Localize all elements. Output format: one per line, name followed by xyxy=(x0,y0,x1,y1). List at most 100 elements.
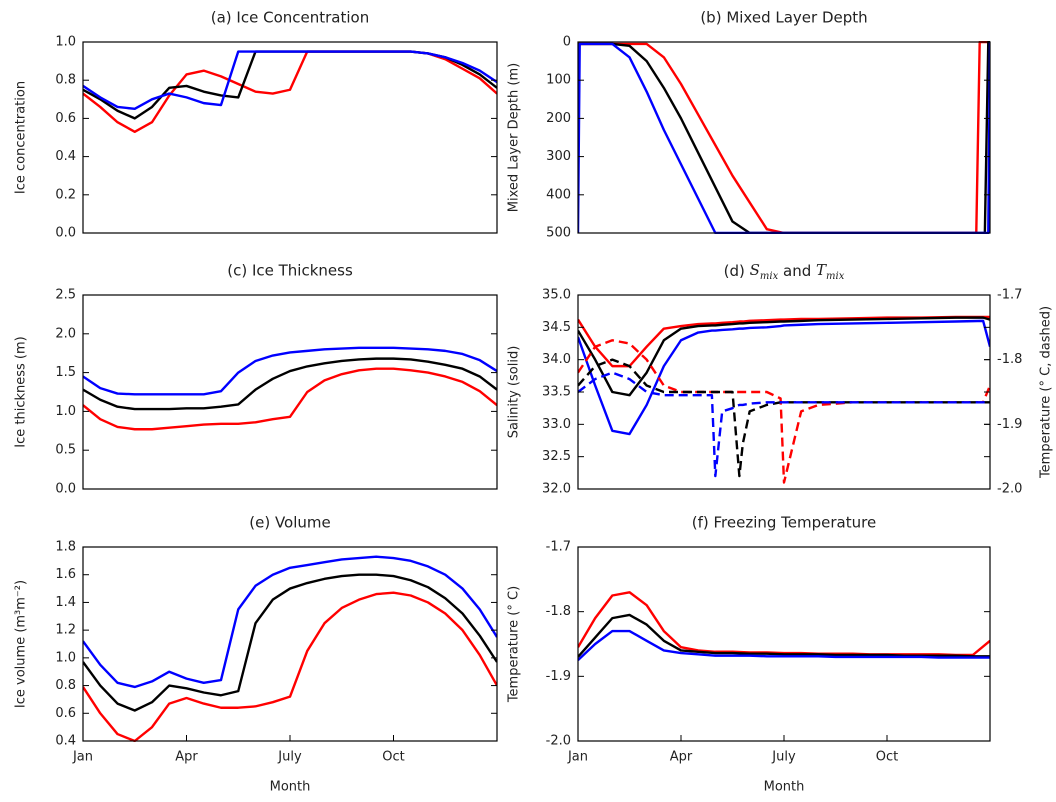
line xyxy=(83,346,497,396)
y-tick-label: 1.2 xyxy=(55,623,76,638)
y-tick-label: 500 xyxy=(546,226,571,241)
y-tick-label: 1.5 xyxy=(55,365,76,380)
y-tick-label: 0.6 xyxy=(55,111,76,126)
y-axis-label: Mixed Layer Depth (m) xyxy=(507,63,522,212)
panel-title: (d) Smix and Tmix xyxy=(724,261,845,282)
line xyxy=(83,50,497,133)
panel-title: (b) Mixed Layer Depth xyxy=(700,9,867,27)
y-tick-label: 2.5 xyxy=(55,288,76,303)
x-tick-label: Oct xyxy=(382,750,404,765)
x-tick-label: Jan xyxy=(567,750,588,765)
plot-frame xyxy=(577,41,991,234)
y-tick-label: 1.6 xyxy=(55,567,76,582)
title-part: mix xyxy=(826,271,845,282)
panel-title: (a) Ice Concentration xyxy=(211,9,369,27)
panel: (a) Ice Concentration 0.0 0.2 0.4 0.6 0.8 1.0 I… xyxy=(14,9,498,241)
panel-title: (f) Freezing Temperature xyxy=(692,514,876,532)
panel: (c) Ice Thickness 0.0 0.5 1.0 1.5 2.0 2.5 Ice t… xyxy=(14,262,498,497)
panel: (d) Smix and Tmix 32.0 32.5 33.0 33.5 34.0 34.… xyxy=(507,261,1054,497)
y-axis-label: Salinity (solid) xyxy=(507,346,522,439)
y-tick-label: 32.5 xyxy=(542,449,571,464)
x-tick-label: July xyxy=(277,750,302,765)
x-tick-label: July xyxy=(771,750,796,765)
x-axis-label: Month xyxy=(270,780,311,795)
y2-axis-label: Temperature (° C, dashed) xyxy=(1039,306,1054,479)
dashed-line xyxy=(578,339,990,484)
y-tick-label: 35.0 xyxy=(542,288,571,303)
y-tick-label: -1.7 xyxy=(546,540,571,555)
line xyxy=(578,316,990,397)
dashed-line xyxy=(578,371,990,478)
y-tick-label: 34.0 xyxy=(542,352,571,367)
line xyxy=(83,50,497,111)
panel-title: (c) Ice Thickness xyxy=(227,262,353,280)
y-tick-label: -1.9 xyxy=(546,669,571,684)
y-tick-label: 0.4 xyxy=(55,149,76,164)
panel: (b) Mixed Layer Depth 0 100 200 300 400 500 Mix… xyxy=(507,9,991,241)
line xyxy=(578,591,990,657)
line xyxy=(83,591,497,742)
line xyxy=(83,357,497,411)
y-axis-label: Ice volume (m³m⁻²) xyxy=(14,580,29,708)
plot-frame xyxy=(82,294,498,490)
title-part: S xyxy=(750,261,760,279)
plot-frame xyxy=(82,41,498,234)
y-tick-label: 200 xyxy=(546,111,571,126)
y-tick-label: -1.8 xyxy=(546,604,571,619)
y-tick-label: 0.5 xyxy=(55,443,76,458)
title-part: T xyxy=(816,261,827,279)
y-tick-label: 0 xyxy=(563,35,571,50)
line xyxy=(83,555,497,689)
y-axis-label: Ice concentration xyxy=(14,81,29,194)
y-tick-label: 100 xyxy=(546,73,571,88)
line xyxy=(578,41,990,234)
plot-frame xyxy=(82,546,498,742)
y-tick-label: 0.0 xyxy=(55,482,76,497)
y-tick-label: 0.0 xyxy=(55,226,76,241)
title-part: and xyxy=(778,262,816,280)
x-tick-label: Apr xyxy=(670,750,693,765)
y-tick-label: 0.6 xyxy=(55,706,76,721)
panel-title: (e) Volume xyxy=(249,514,331,532)
y-tick-label: 33.5 xyxy=(542,385,571,400)
y2-tick-label: -1.8 xyxy=(997,352,1022,367)
line xyxy=(578,41,990,234)
y-tick-label: 33.0 xyxy=(542,417,571,432)
plot-frame xyxy=(577,546,991,742)
y-tick-label: 1.4 xyxy=(55,595,76,610)
y-tick-label: 1.0 xyxy=(55,404,76,419)
line xyxy=(83,50,497,120)
y-tick-label: 400 xyxy=(546,187,571,202)
y2-tick-label: -1.7 xyxy=(997,288,1022,303)
line xyxy=(578,315,990,368)
y-axis-label: Ice thickness (m) xyxy=(14,336,29,447)
line xyxy=(578,613,990,658)
title-part: (d) xyxy=(724,262,750,280)
y-tick-label: 34.5 xyxy=(542,320,571,335)
y-tick-label: 0.2 xyxy=(55,187,76,202)
line xyxy=(578,629,990,662)
line xyxy=(578,319,990,436)
x-tick-label: Jan xyxy=(72,750,93,765)
x-axis-label: Month xyxy=(764,780,805,795)
y-tick-label: 300 xyxy=(546,149,571,164)
panel: (f) Freezing Temperature -2.0 -1.9 -1.8 -1.7… xyxy=(507,514,991,795)
line xyxy=(83,573,497,712)
y-axis-label: Temperature (° C) xyxy=(507,586,522,703)
y-tick-label: 0.4 xyxy=(55,734,76,749)
y-tick-label: 0.8 xyxy=(55,73,76,88)
y-tick-label: 1.0 xyxy=(55,650,76,665)
y-tick-label: -2.0 xyxy=(546,734,571,749)
x-tick-label: Oct xyxy=(876,750,898,765)
dashed-line xyxy=(578,358,990,478)
y-tick-label: 0.8 xyxy=(55,678,76,693)
title-part: mix xyxy=(760,271,779,282)
y-tick-label: 1.8 xyxy=(55,540,76,555)
y2-tick-label: -1.9 xyxy=(997,417,1022,432)
y2-tick-label: -2.0 xyxy=(997,482,1022,497)
line xyxy=(578,41,990,234)
y-tick-label: 32.0 xyxy=(542,482,571,497)
panel: (e) Volume 0.4 0.6 0.8 1.0 1.2 1.4 1.6 1.8 Jan Apr… xyxy=(14,514,498,795)
line xyxy=(83,367,497,431)
